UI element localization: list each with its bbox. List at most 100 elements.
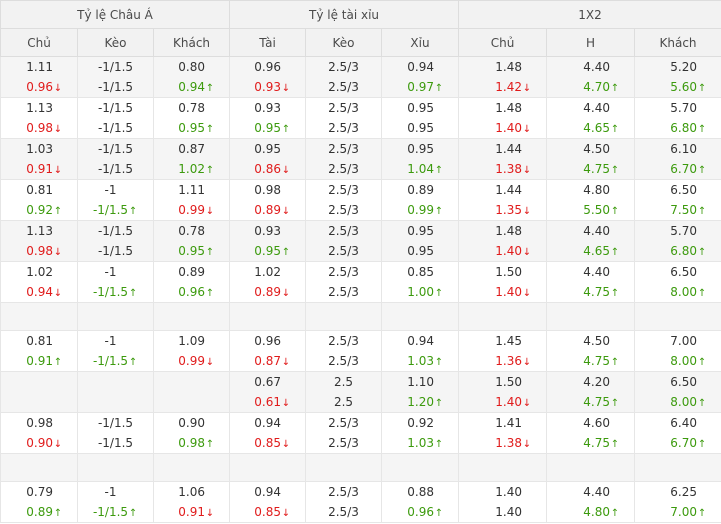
- col-header-1x2-home: Chủ: [459, 29, 547, 57]
- empty-row: [1, 303, 721, 331]
- arrow-down-icon: ↓: [281, 202, 291, 222]
- opening-odds: 0.98: [1, 413, 63, 433]
- arrow-down-icon: ↓: [53, 161, 63, 181]
- opening-odds: 1.02: [230, 262, 291, 282]
- opening-value: -1/1.5: [98, 416, 133, 430]
- current-value: 2.5/3: [328, 285, 359, 299]
- opening-odds: 0.88: [382, 482, 444, 502]
- current-value: 1.04: [407, 162, 434, 176]
- opening-odds: 0.93: [230, 221, 291, 241]
- current-odds: 1.00↑: [382, 282, 444, 302]
- cell-handicap: -1-1/1.5↑: [78, 482, 154, 523]
- cell-1x2-draw: [547, 303, 635, 331]
- current-odds: 0.89↑: [1, 502, 63, 522]
- current-odds: 1.20↑: [382, 392, 444, 412]
- current-value: 4.65: [583, 244, 610, 258]
- current-odds: 6.70↑: [635, 159, 707, 179]
- opening-value: 4.20: [583, 375, 610, 389]
- opening-odds: 1.45: [459, 331, 532, 351]
- column-header-row: Chủ Kèo Khách Tài Kèo Xỉu Chủ H Khách: [1, 29, 721, 57]
- opening-odds: 1.13: [1, 221, 63, 241]
- current-odds: -1/1.5: [78, 118, 153, 138]
- cell-1x2-home: [459, 454, 547, 482]
- current-odds: 8.00↑: [635, 392, 707, 412]
- opening-value: 6.40: [670, 416, 697, 430]
- opening-odds: 0.78: [154, 221, 215, 241]
- current-value: 0.96: [178, 285, 205, 299]
- current-odds: 1.38↓: [459, 159, 532, 179]
- current-odds: 0.94↓: [1, 282, 63, 302]
- opening-odds: -1/1.5: [78, 139, 153, 159]
- opening-odds: 0.95: [382, 221, 444, 241]
- cell-handicap: -1/1.5-1/1.5: [78, 139, 154, 180]
- opening-value: 1.50: [495, 375, 522, 389]
- arrow-down-icon: ↓: [522, 161, 532, 181]
- current-value: 0.99: [178, 203, 205, 217]
- current-value: 6.70: [670, 162, 697, 176]
- arrow-down-icon: ↓: [522, 284, 532, 304]
- opening-odds: 6.10: [635, 139, 707, 159]
- current-odds: 2.5: [306, 392, 381, 412]
- opening-odds: 0.90: [154, 413, 215, 433]
- opening-value: 0.87: [178, 142, 205, 156]
- arrow-up-icon: ↑: [697, 79, 707, 99]
- cell-away: [154, 454, 230, 482]
- opening-value: 4.40: [583, 224, 610, 238]
- opening-value: 1.11: [178, 183, 205, 197]
- opening-value: 1.48: [495, 60, 522, 74]
- opening-odds: 2.5: [306, 372, 381, 392]
- current-odds: -1/1.5: [78, 241, 153, 261]
- current-odds: 0.94↑: [154, 77, 215, 97]
- opening-value: 4.50: [583, 142, 610, 156]
- opening-value: 2.5: [334, 375, 353, 389]
- current-odds: 0.99↓: [154, 200, 215, 220]
- current-value: 0.92: [26, 203, 53, 217]
- opening-odds: -1: [78, 180, 153, 200]
- opening-odds: 0.96: [230, 331, 291, 351]
- current-odds: 8.00↑: [635, 282, 707, 302]
- current-value: -1/1.5: [93, 505, 128, 519]
- opening-value: 1.11: [26, 60, 53, 74]
- arrow-down-icon: ↓: [522, 202, 532, 222]
- opening-value: 1.45: [495, 334, 522, 348]
- opening-value: 0.92: [407, 416, 434, 430]
- opening-value: 4.40: [583, 101, 610, 115]
- current-odds: 0.91↓: [1, 159, 63, 179]
- opening-odds: 0.81: [1, 331, 63, 351]
- opening-value: 0.94: [407, 334, 434, 348]
- current-odds: 0.93↓: [230, 77, 291, 97]
- opening-odds: 4.40: [547, 98, 620, 118]
- current-value: 0.98: [178, 436, 205, 450]
- opening-odds: 0.98: [230, 180, 291, 200]
- col-header-handicap: Kèo: [78, 29, 154, 57]
- arrow-up-icon: ↑: [434, 504, 444, 524]
- opening-value: 1.13: [26, 224, 53, 238]
- opening-odds: 6.50: [635, 262, 707, 282]
- current-odds: 5.60↑: [635, 77, 707, 97]
- arrow-up-icon: ↑: [434, 394, 444, 414]
- opening-value: 0.93: [254, 101, 281, 115]
- current-odds: 0.90↓: [1, 433, 63, 453]
- current-odds: 8.00↑: [635, 351, 707, 371]
- cell-home: [1, 372, 78, 413]
- current-odds: 0.97↑: [382, 77, 444, 97]
- arrow-up-icon: ↑: [697, 202, 707, 222]
- opening-value: 1.03: [26, 142, 53, 156]
- opening-odds: 6.50: [635, 372, 707, 392]
